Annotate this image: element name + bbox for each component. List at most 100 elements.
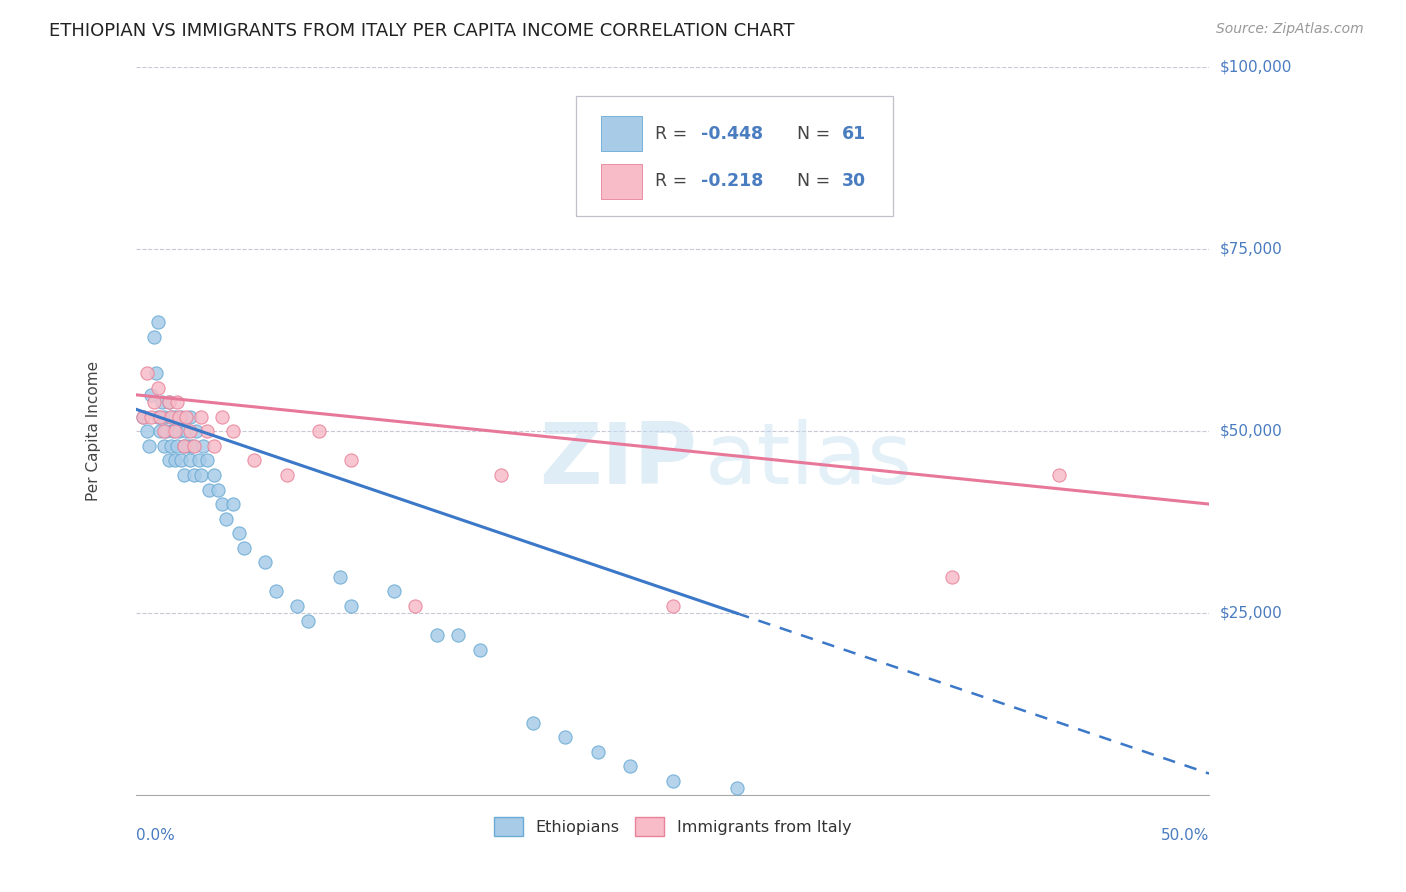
Point [179, 453, 201, 467]
Point [169, 424, 191, 438]
Point [132, 409, 155, 424]
Text: ZIP: ZIP [538, 419, 696, 502]
Point [554, 730, 576, 744]
Point [725, 781, 748, 796]
Point [173, 439, 195, 453]
Point [159, 409, 181, 424]
Text: atlas: atlas [704, 419, 912, 502]
Text: 0.0%: 0.0% [136, 828, 176, 843]
Point [382, 584, 405, 599]
Point [340, 599, 363, 613]
Point [166, 395, 188, 409]
Point [186, 424, 208, 438]
Text: 30: 30 [842, 172, 866, 190]
Point [941, 570, 963, 584]
Point [163, 409, 186, 424]
Point [136, 366, 159, 380]
Point [191, 439, 214, 453]
Point [149, 424, 172, 438]
Point [141, 388, 163, 402]
Point [146, 380, 169, 394]
Point [170, 453, 193, 467]
Point [159, 439, 181, 453]
Point [254, 555, 277, 569]
Point [285, 599, 308, 613]
Point [146, 409, 169, 424]
Text: N =: N = [797, 125, 837, 143]
Point [142, 395, 165, 409]
Point [145, 366, 167, 380]
Point [207, 483, 229, 497]
Point [195, 424, 218, 438]
Point [264, 584, 287, 599]
Text: $25,000: $25,000 [1220, 606, 1282, 621]
Point [179, 409, 201, 424]
Point [177, 439, 200, 453]
Point [157, 453, 180, 467]
Point [661, 773, 683, 788]
Point [232, 541, 254, 555]
Point [190, 409, 212, 424]
Point [181, 439, 204, 453]
Text: -0.218: -0.218 [700, 172, 763, 190]
Point [222, 497, 245, 511]
FancyBboxPatch shape [600, 163, 641, 199]
Point [163, 453, 186, 467]
Point [157, 395, 180, 409]
Text: N =: N = [797, 172, 837, 190]
Point [138, 439, 160, 453]
FancyBboxPatch shape [600, 116, 641, 152]
Point [195, 453, 218, 467]
Point [153, 409, 176, 424]
Text: $50,000: $50,000 [1220, 424, 1282, 439]
Point [202, 467, 225, 482]
Point [163, 424, 186, 438]
Point [162, 424, 184, 438]
Point [174, 424, 197, 438]
Point [228, 526, 250, 541]
Point [276, 467, 298, 482]
Point [426, 628, 449, 642]
Point [153, 424, 176, 438]
Point [179, 424, 201, 438]
Point [404, 599, 426, 613]
Point [661, 599, 683, 613]
FancyBboxPatch shape [576, 96, 893, 217]
Point [329, 570, 352, 584]
Point [141, 409, 163, 424]
Text: $100,000: $100,000 [1220, 60, 1292, 75]
Text: Per Capita Income: Per Capita Income [86, 361, 101, 501]
Point [157, 395, 180, 409]
Point [619, 759, 641, 773]
Point [136, 424, 159, 438]
Text: R =: R = [655, 172, 692, 190]
Point [142, 329, 165, 343]
Legend: Ethiopians, Immigrants from Italy: Ethiopians, Immigrants from Italy [488, 811, 858, 842]
Point [150, 395, 173, 409]
Text: 61: 61 [842, 125, 866, 143]
Text: R =: R = [655, 125, 692, 143]
Point [215, 511, 238, 525]
Point [586, 745, 609, 759]
Point [1047, 467, 1070, 482]
Point [155, 424, 177, 438]
Point [211, 497, 233, 511]
Point [149, 409, 172, 424]
Point [173, 467, 195, 482]
Point [522, 715, 544, 730]
Point [489, 467, 512, 482]
Point [198, 483, 221, 497]
Point [173, 439, 195, 453]
Point [153, 439, 176, 453]
Point [183, 439, 205, 453]
Point [211, 409, 233, 424]
Text: -0.448: -0.448 [700, 125, 763, 143]
Point [190, 467, 212, 482]
Point [174, 409, 197, 424]
Text: 50.0%: 50.0% [1161, 828, 1209, 843]
Point [202, 439, 225, 453]
Point [170, 409, 193, 424]
Point [340, 453, 363, 467]
Point [468, 642, 491, 657]
Text: Source: ZipAtlas.com: Source: ZipAtlas.com [1216, 22, 1364, 37]
